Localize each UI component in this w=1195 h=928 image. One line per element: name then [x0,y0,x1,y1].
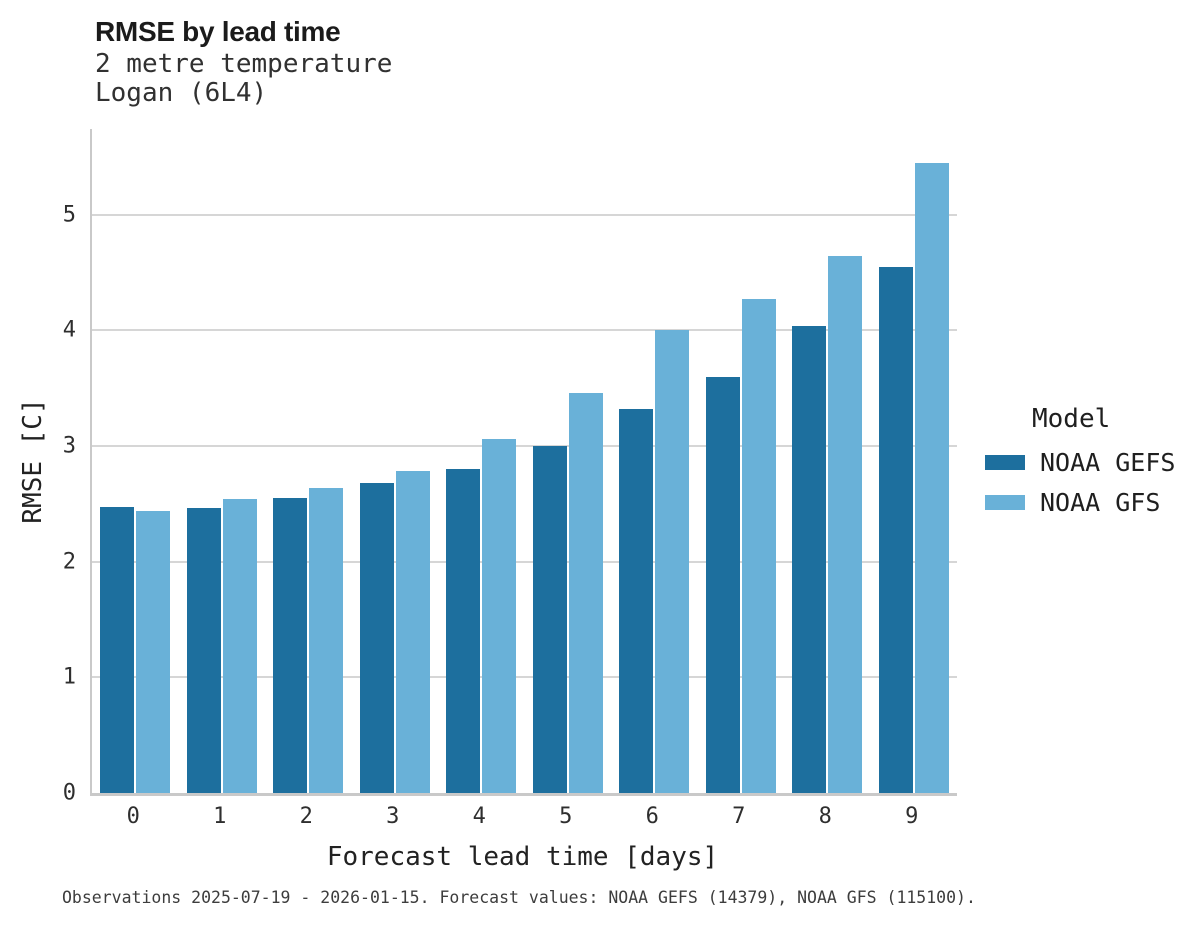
legend-item-noaa-gefs: NOAA GEFS [985,448,1195,477]
footer-note: Observations 2025-07-19 - 2026-01-15. Fo… [62,888,976,907]
x-tick-label-6: 6 [645,804,659,829]
bar-noaa-gefs-lead-9 [878,266,913,793]
bar-noaa-gfs-lead-9 [914,162,949,793]
x-tick-label-3: 3 [386,804,400,829]
legend-title: Model [1032,404,1111,434]
bar-noaa-gfs-lead-7 [741,299,776,793]
bar-group-lead-0 [100,129,171,793]
bar-group-lead-6 [619,129,690,793]
x-axis-tick-labels: 0 1 2 3 4 5 6 7 8 9 [90,804,955,834]
bar-noaa-gfs-lead-6 [655,330,690,793]
y-tick-label-1: 1 [62,664,76,690]
bar-noaa-gefs-lead-3 [359,482,394,793]
bar-group-lead-4 [446,129,517,793]
x-tick-label-0: 0 [126,804,140,829]
chart-header: RMSE by lead time 2 metre temperature Lo… [95,14,392,108]
bar-noaa-gfs-lead-8 [828,256,863,793]
plot-area [90,129,957,796]
bar-noaa-gefs-lead-0 [100,507,135,793]
x-tick-label-1: 1 [213,804,227,829]
bar-noaa-gefs-lead-1 [186,508,221,793]
bar-group-lead-1 [186,129,257,793]
x-tick-label-8: 8 [818,804,832,829]
bar-group-lead-3 [359,129,430,793]
y-axis-tick-labels: 0 1 2 3 4 5 [0,129,76,805]
gridline-y-3 [92,444,957,447]
x-tick-label-9: 9 [905,804,919,829]
bar-noaa-gfs-lead-2 [309,487,344,793]
x-tick-label-5: 5 [559,804,573,829]
legend-swatch-noaa-gefs [985,455,1025,470]
bar-group-lead-9 [878,129,949,793]
x-tick-label-2: 2 [299,804,313,829]
x-tick-label-4: 4 [472,804,486,829]
bar-noaa-gfs-lead-5 [568,392,603,793]
legend-label-noaa-gfs: NOAA GFS [1040,488,1161,517]
bar-noaa-gfs-lead-3 [395,471,430,793]
y-tick-label-4: 4 [62,317,76,343]
bar-noaa-gefs-lead-5 [532,445,567,793]
y-tick-label-3: 3 [62,433,76,459]
bar-noaa-gefs-lead-6 [619,408,654,793]
legend-label-noaa-gefs: NOAA GEFS [1040,448,1176,477]
legend-swatch-noaa-gfs [985,495,1025,510]
bar-noaa-gefs-lead-4 [446,469,481,793]
chart-subtitle-variable: 2 metre temperature [95,49,393,79]
bar-group-lead-2 [273,129,344,793]
gridline-y-5 [92,213,957,216]
x-axis-title: Forecast lead time [days] [326,842,719,872]
bar-noaa-gfs-lead-1 [222,499,257,793]
chart-title: RMSE by lead time [95,16,341,47]
legend-item-noaa-gfs: NOAA GFS [985,488,1195,517]
legend: Model NOAA GEFS NOAA GFS [985,404,1195,528]
bar-group-lead-8 [792,129,863,793]
bar-group-lead-7 [705,129,776,793]
y-tick-label-2: 2 [62,549,76,575]
bar-noaa-gfs-lead-0 [136,510,171,793]
bar-noaa-gfs-lead-4 [482,439,517,793]
y-tick-label-5: 5 [62,202,76,228]
y-tick-label-0: 0 [62,780,76,806]
bar-group-lead-5 [532,129,603,793]
bar-noaa-gefs-lead-2 [273,498,308,793]
x-tick-label-7: 7 [732,804,746,829]
chart-subtitle-station: Logan (6L4) [95,78,268,108]
bar-noaa-gefs-lead-7 [705,376,740,793]
gridline-y-1 [92,676,957,679]
gridline-y-2 [92,560,957,563]
gridline-y-4 [92,329,957,332]
bar-noaa-gefs-lead-8 [792,325,827,793]
